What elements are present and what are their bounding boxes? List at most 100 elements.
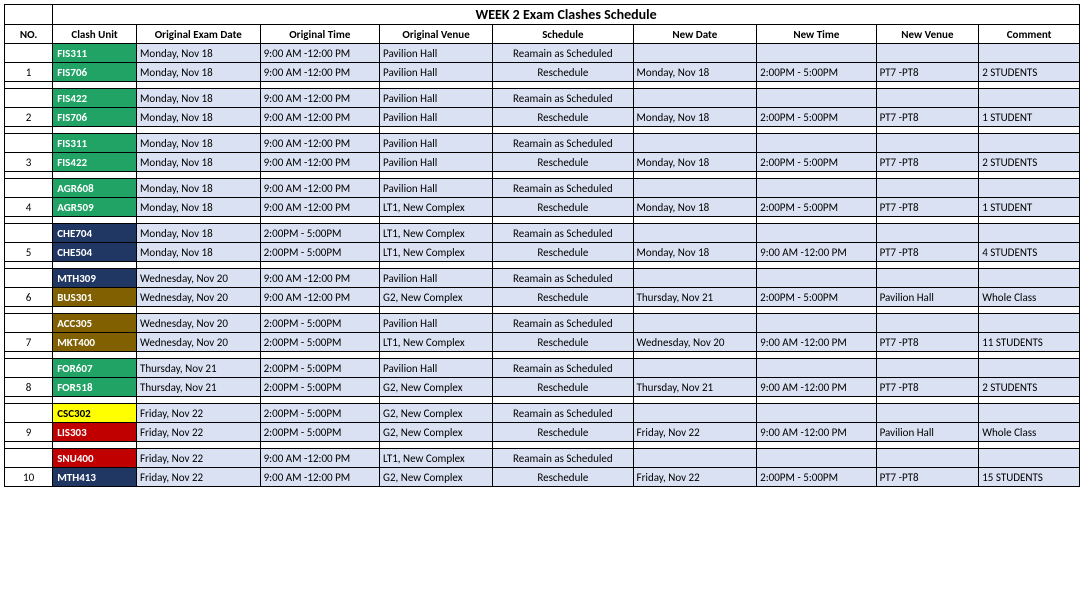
orig-date: Monday, Nov 18 xyxy=(136,108,260,127)
new-date: Friday, Nov 22 xyxy=(633,423,757,442)
row-number: 5 xyxy=(5,243,53,262)
orig-time: 2:00PM - 5:00PM xyxy=(260,404,379,423)
new-date: Monday, Nov 18 xyxy=(633,153,757,172)
comment-cell xyxy=(979,44,1080,63)
comment-cell xyxy=(979,449,1080,468)
orig-date: Friday, Nov 22 xyxy=(136,404,260,423)
table-row: 3FIS422Monday, Nov 189:00 AM -12:00 PMPa… xyxy=(5,153,1080,172)
row-number xyxy=(5,314,53,333)
spacer-row xyxy=(5,82,1080,89)
comment-cell: 2 STUDENTS xyxy=(979,378,1080,397)
row-number: 2 xyxy=(5,108,53,127)
table-row: 6BUS301Wednesday, Nov 209:00 AM -12:00 P… xyxy=(5,288,1080,307)
orig-date: Monday, Nov 18 xyxy=(136,198,260,217)
clash-unit: ACC305 xyxy=(53,314,137,333)
clash-unit: LIS303 xyxy=(53,423,137,442)
clash-unit: FIS311 xyxy=(53,134,137,153)
orig-date: Monday, Nov 18 xyxy=(136,89,260,108)
table-row: 9LIS303Friday, Nov 222:00PM - 5:00PMG2, … xyxy=(5,423,1080,442)
table-row: CSC302Friday, Nov 222:00PM - 5:00PMG2, N… xyxy=(5,404,1080,423)
new-venue xyxy=(876,404,979,423)
new-date xyxy=(633,44,757,63)
clash-unit: CSC302 xyxy=(53,404,137,423)
clash-unit: MTH309 xyxy=(53,269,137,288)
col-new-date: New Date xyxy=(633,25,757,44)
spacer-row xyxy=(5,307,1080,314)
orig-date: Monday, Nov 18 xyxy=(136,134,260,153)
table-row: 8FOR518Thursday, Nov 212:00PM - 5:00PMG2… xyxy=(5,378,1080,397)
orig-time: 9:00 AM -12:00 PM xyxy=(260,108,379,127)
new-date xyxy=(633,269,757,288)
comment-cell xyxy=(979,314,1080,333)
orig-venue: Pavilion Hall xyxy=(380,134,493,153)
schedule-cell: Reschedule xyxy=(493,108,633,127)
orig-time: 2:00PM - 5:00PM xyxy=(260,378,379,397)
row-number xyxy=(5,134,53,153)
clash-unit: FIS422 xyxy=(53,89,137,108)
new-time xyxy=(757,404,876,423)
new-time xyxy=(757,134,876,153)
table-row: MTH309Wednesday, Nov 209:00 AM -12:00 PM… xyxy=(5,269,1080,288)
col-schedule: Schedule xyxy=(493,25,633,44)
col-no: NO. xyxy=(5,25,53,44)
orig-time: 9:00 AM -12:00 PM xyxy=(260,63,379,82)
schedule-cell: Reamain as Scheduled xyxy=(493,269,633,288)
clash-unit: FOR518 xyxy=(53,378,137,397)
orig-venue: Pavilion Hall xyxy=(380,179,493,198)
title-row: WEEK 2 Exam Clashes Schedule xyxy=(5,5,1080,25)
spacer-row xyxy=(5,352,1080,359)
schedule-cell: Reschedule xyxy=(493,243,633,262)
new-time xyxy=(757,269,876,288)
spacer-row xyxy=(5,442,1080,449)
clash-unit: FIS422 xyxy=(53,153,137,172)
schedule-cell: Reamain as Scheduled xyxy=(493,359,633,378)
orig-time: 2:00PM - 5:00PM xyxy=(260,359,379,378)
new-date: Monday, Nov 18 xyxy=(633,243,757,262)
orig-venue: Pavilion Hall xyxy=(380,63,493,82)
spacer-row xyxy=(5,217,1080,224)
orig-venue: G2, New Complex xyxy=(380,468,493,487)
col-orig-date: Original Exam Date xyxy=(136,25,260,44)
col-new-time: New Time xyxy=(757,25,876,44)
table-row: SNU400Friday, Nov 229:00 AM -12:00 PMLT1… xyxy=(5,449,1080,468)
new-time: 2:00PM - 5:00PM xyxy=(757,198,876,217)
orig-date: Friday, Nov 22 xyxy=(136,468,260,487)
comment-cell: 2 STUDENTS xyxy=(979,63,1080,82)
clash-schedule-table: WEEK 2 Exam Clashes Schedule NO. Clash U… xyxy=(4,4,1080,487)
new-date xyxy=(633,449,757,468)
new-time: 9:00 AM -12:00 PM xyxy=(757,333,876,352)
spacer-row xyxy=(5,262,1080,269)
schedule-cell: Reschedule xyxy=(493,198,633,217)
schedule-cell: Reschedule xyxy=(493,288,633,307)
new-venue xyxy=(876,449,979,468)
table-row: FIS422Monday, Nov 189:00 AM -12:00 PMPav… xyxy=(5,89,1080,108)
row-number xyxy=(5,404,53,423)
orig-time: 9:00 AM -12:00 PM xyxy=(260,269,379,288)
comment-cell: 4 STUDENTS xyxy=(979,243,1080,262)
orig-date: Monday, Nov 18 xyxy=(136,44,260,63)
orig-date: Monday, Nov 18 xyxy=(136,153,260,172)
new-venue xyxy=(876,89,979,108)
row-number: 8 xyxy=(5,378,53,397)
table-row: AGR608Monday, Nov 189:00 AM -12:00 PMPav… xyxy=(5,179,1080,198)
orig-venue: Pavilion Hall xyxy=(380,314,493,333)
comment-cell: Whole Class xyxy=(979,288,1080,307)
orig-time: 2:00PM - 5:00PM xyxy=(260,314,379,333)
comment-cell: 1 STUDENT xyxy=(979,198,1080,217)
schedule-cell: Reamain as Scheduled xyxy=(493,89,633,108)
new-time xyxy=(757,44,876,63)
table-row: 2FIS706Monday, Nov 189:00 AM -12:00 PMPa… xyxy=(5,108,1080,127)
orig-date: Monday, Nov 18 xyxy=(136,63,260,82)
row-number xyxy=(5,269,53,288)
new-venue: Pavilion Hall xyxy=(876,423,979,442)
schedule-cell: Reschedule xyxy=(493,468,633,487)
table-row: ACC305Wednesday, Nov 202:00PM - 5:00PMPa… xyxy=(5,314,1080,333)
page-title: WEEK 2 Exam Clashes Schedule xyxy=(53,5,1080,25)
table-row: FIS311Monday, Nov 189:00 AM -12:00 PMPav… xyxy=(5,44,1080,63)
schedule-cell: Reschedule xyxy=(493,63,633,82)
schedule-cell: Reschedule xyxy=(493,153,633,172)
new-date xyxy=(633,179,757,198)
comment-cell: 1 STUDENT xyxy=(979,108,1080,127)
comment-cell: Whole Class xyxy=(979,423,1080,442)
col-orig-venue: Original Venue xyxy=(380,25,493,44)
